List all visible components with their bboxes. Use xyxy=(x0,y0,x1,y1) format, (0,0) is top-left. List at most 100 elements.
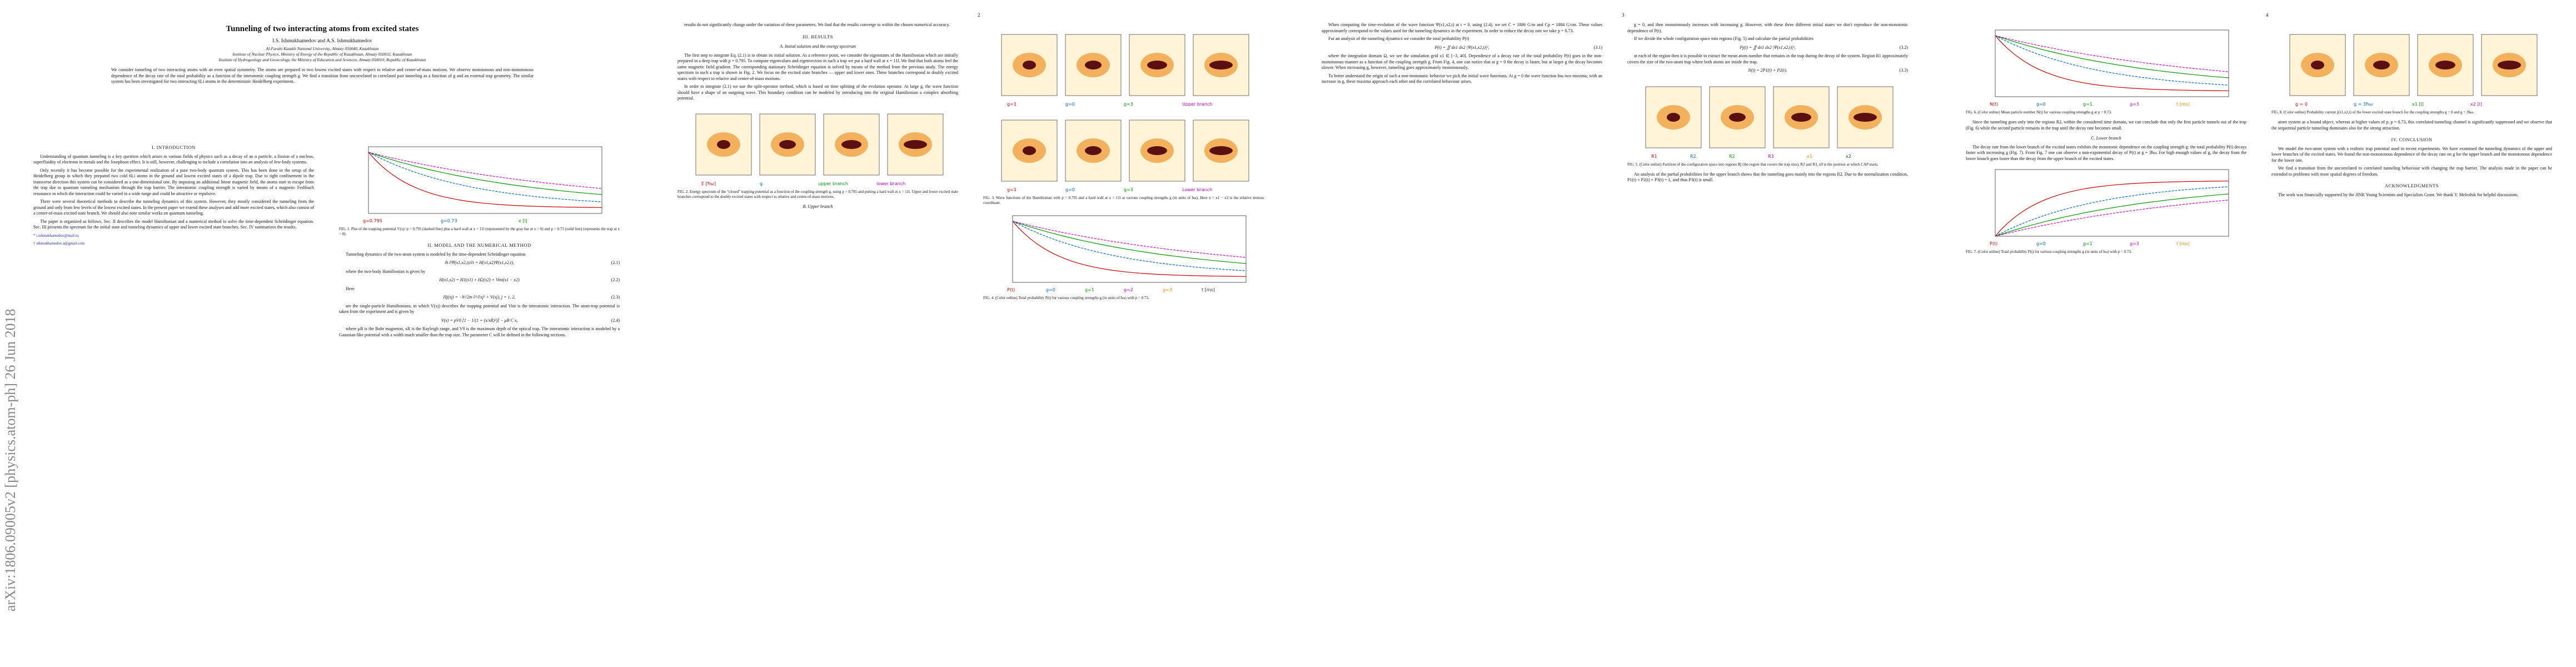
paragraph: An analysis of the partial probabilities… xyxy=(1627,171,1908,183)
figure-label: lower branch xyxy=(876,181,905,186)
figure-label: g=0 xyxy=(1046,287,1055,292)
figure-label: Upper branch xyxy=(1182,102,1213,107)
equation-number: (2.1) xyxy=(611,260,620,265)
curve xyxy=(1012,221,1246,271)
figure-label: P(t) xyxy=(1990,241,1997,246)
column: N(t) g=0 g=1 g=3 t [ms] FIG. 6. (Color online… xyxy=(1966,22,2246,259)
curve xyxy=(1995,181,2229,237)
paragraph: The work was financially supported by th… xyxy=(2278,192,2519,197)
frame xyxy=(368,146,602,214)
density-core xyxy=(1791,112,1811,122)
equation-number: (3.1) xyxy=(1593,44,1602,50)
density-core xyxy=(1666,112,1680,122)
figure: E [ħω] g upper branch lower branch xyxy=(695,113,943,186)
page: 2 results do not significantly change und… xyxy=(644,0,1288,667)
figure-caption: FIG. 3. Wave functions of the Hamiltonia… xyxy=(983,196,1264,205)
frame xyxy=(1995,29,2229,97)
paragraph: If we divide the whole configuration spa… xyxy=(1634,36,1814,41)
equation-body: N(t) = 2P1(t) + P2(t). xyxy=(1748,68,1787,73)
curve xyxy=(1995,193,2229,237)
figure-label: g = 3ħω xyxy=(2354,102,2373,107)
figure-label: g xyxy=(760,181,763,186)
figure-label: g=2 xyxy=(1124,287,1133,292)
figure-label: g=0.795 xyxy=(363,218,382,223)
curve xyxy=(1012,221,1246,264)
curve xyxy=(1995,35,2229,91)
curve xyxy=(1995,35,2229,86)
paragraph: Here xyxy=(346,286,355,291)
page: 4 N(t) g=0 g=1 g=3 t [ms] FIG. 6. (Color onlin… xyxy=(1932,0,2576,667)
page-number: 2 xyxy=(978,12,980,18)
curve xyxy=(368,152,602,195)
equation-number: (3.3) xyxy=(1899,68,1908,73)
figure-label: g=0 xyxy=(1065,187,1075,192)
footnote: * i.ishmukhamedov@mail.ru xyxy=(33,233,79,238)
figure: g=1 g=0 g=3 Lower branch xyxy=(1001,120,1249,192)
section-heading: II. MODEL AND THE NUMERICAL METHOD xyxy=(427,242,531,248)
density-core xyxy=(1728,112,1746,122)
curve xyxy=(1995,200,2229,237)
equation: iħ ∂Ψ(x1,x2,t)/∂t = H(x1,x2)Ψ(x1,x2,t), (… xyxy=(339,260,620,266)
figure-caption: FIG. 2. Energy spectrum of the “closed” … xyxy=(677,189,958,199)
paragraph: There were several theoretical methods t… xyxy=(33,199,314,216)
paragraph: We find a transition from the uncorrelat… xyxy=(2271,166,2552,177)
figure-label: upper branch xyxy=(818,181,848,186)
figure-label: g=1 xyxy=(2083,241,2092,246)
figure-label: t [ms] xyxy=(2176,241,2190,246)
paragraph: The first step to integrate Eq. (2.1) is… xyxy=(677,52,958,81)
figure-label: E [ħω] xyxy=(701,181,716,186)
paragraph: Tunneling dynamics of the two-atom syste… xyxy=(346,251,526,257)
paper-title: Tunneling of two interacting atoms from … xyxy=(226,24,419,33)
figure-label: x [l] xyxy=(519,218,527,223)
curve xyxy=(368,152,602,202)
curve xyxy=(1012,221,1246,258)
curve xyxy=(368,152,602,189)
equation: P(t) = ∬ dx1 dx2 |Ψ(x1,x2,t)|², (3.1) xyxy=(1322,45,1602,51)
equation-body: V(x) = pV0 [1 − 1/(1 + (x/xR)²)] − μB C … xyxy=(441,317,518,323)
equation: Pj(t) = ∬ dx1 dx2 |Ψ(x1,x2,t)|², (3.2) xyxy=(1627,45,1908,51)
column: g = 0 g = 3ħω x1 [l] x2 [l] FIG. 8. (Color o… xyxy=(2271,22,2552,200)
equation-body: Pj(t) = ∬ dx1 dx2 |Ψ(x1,x2,t)|², xyxy=(1740,44,1796,50)
figure-caption: FIG. 4. (Color online) Total probability… xyxy=(983,296,1149,300)
figure-label: g=1 xyxy=(1085,287,1094,292)
frame xyxy=(1012,215,1246,283)
paragraph: results do not significantly change unde… xyxy=(684,22,950,27)
subsection-heading: A. Initial solution and the energy spect… xyxy=(780,44,856,49)
figure-label: g=3 xyxy=(1124,102,1133,107)
figure-label: g=1 xyxy=(1007,102,1017,107)
figure-caption: FIG. 5. (Color online) Partition of the … xyxy=(1627,162,1879,167)
figure-label: g=3 xyxy=(2130,102,2139,107)
paragraph: In order to integrate (2.1) we use the s… xyxy=(677,84,958,101)
curve xyxy=(1995,35,2229,72)
density-core xyxy=(716,140,730,149)
density-core xyxy=(1084,61,1102,69)
figure-label: t [ms] xyxy=(1202,287,1215,292)
density-core xyxy=(1022,146,1036,155)
figure-caption: FIG. 6. (Color online) Mean particle num… xyxy=(1966,110,2112,115)
paragraph: Only recently it has become possible for… xyxy=(33,167,314,196)
figure-label: t [ms] xyxy=(2176,102,2190,107)
figure-caption: FIG. 7. (Color online) Total probability… xyxy=(1966,250,2132,254)
paragraph: at each of the region then it is possibl… xyxy=(1627,53,1908,64)
figure-label: g=0 xyxy=(2036,102,2046,107)
equation: V(x) = pV0 [1 − 1/(1 + (x/xR)²)] − μB C … xyxy=(339,318,620,324)
density-core xyxy=(2310,61,2324,69)
column: results do not significantly change unde… xyxy=(677,22,958,212)
paragraph: Understanding of quantum tunneling is a … xyxy=(33,153,314,165)
density-core xyxy=(841,140,861,149)
footnote: † ishmukhamedov.a@gmail.com xyxy=(33,241,85,246)
affiliation: Institute of Nuclear Physics, Ministry o… xyxy=(232,52,412,57)
figure-label: x1 xyxy=(1807,154,1812,159)
figure-label: Lower branch xyxy=(1182,187,1212,192)
figure-caption: FIG. 1. Plot of the trapping potential V… xyxy=(339,227,620,236)
equation: N(t) = 2P1(t) + P2(t). (3.3) xyxy=(1627,68,1908,74)
paragraph: When computing the time-evolution of the… xyxy=(1322,22,1602,33)
figure-label: g = 0 xyxy=(2295,102,2308,107)
figure: g=1 g=0 g=3 Upper branch xyxy=(1001,34,1249,107)
paragraph: where the integration domain Ω, we see t… xyxy=(1322,53,1602,70)
frame xyxy=(1995,169,2229,237)
equation-body: Hj(xj) = −ħ²/2m ∂²/∂xj² + V(xj), j = 1, … xyxy=(443,295,516,300)
density-core xyxy=(2435,61,2455,69)
figure-label: R2 xyxy=(1729,154,1735,159)
figure-label: R2 xyxy=(1690,154,1696,159)
